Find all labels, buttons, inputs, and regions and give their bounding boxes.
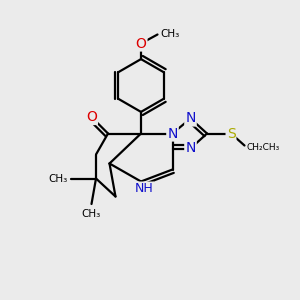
Text: O: O: [136, 37, 146, 50]
Text: CH₃: CH₃: [160, 29, 179, 40]
Text: N: N: [185, 112, 196, 125]
Text: CH₃: CH₃: [82, 209, 101, 219]
Text: S: S: [226, 127, 236, 140]
Text: NH: NH: [135, 182, 153, 196]
Text: N: N: [185, 142, 196, 155]
Text: CH₃: CH₃: [49, 173, 68, 184]
Text: O: O: [86, 110, 97, 124]
Text: CH₂CH₃: CH₂CH₃: [246, 143, 279, 152]
Text: N: N: [167, 127, 178, 140]
